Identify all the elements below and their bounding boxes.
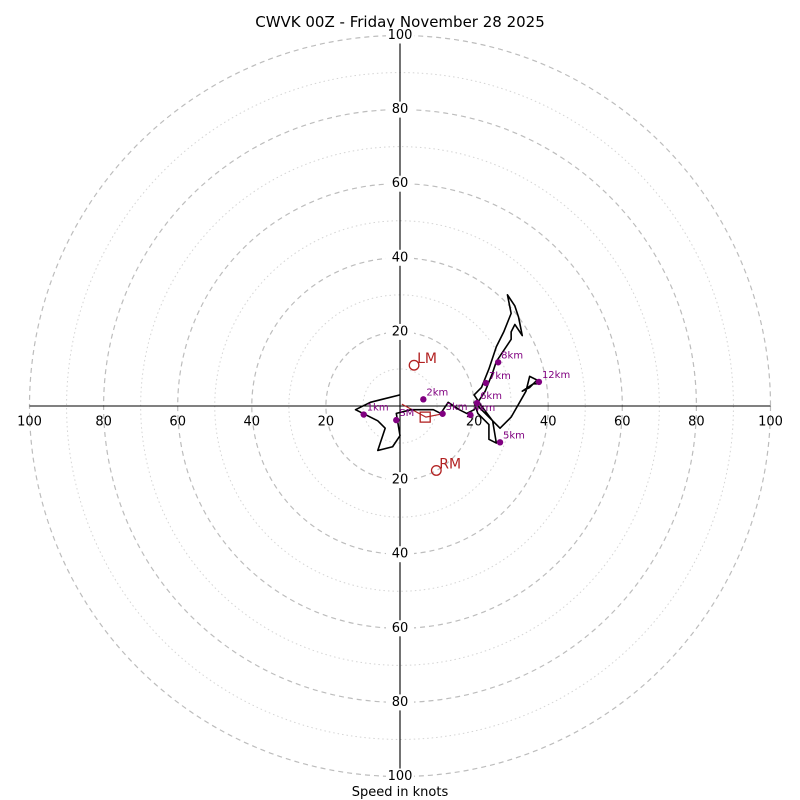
storm-relative-line bbox=[401, 403, 441, 418]
storm-motion-circle bbox=[408, 359, 420, 371]
height-marker-dot bbox=[496, 439, 504, 446]
height-marker-label: SM bbox=[399, 408, 414, 419]
y-tick-label-bg bbox=[386, 249, 414, 266]
height-marker-label: 5km bbox=[503, 430, 525, 441]
x-tick-label: 20 bbox=[466, 415, 483, 430]
y-tick-label: 60 bbox=[392, 176, 409, 191]
height-marker-dot bbox=[473, 399, 481, 407]
y-tick-label: 100 bbox=[388, 769, 413, 784]
y-tick-label: 40 bbox=[392, 547, 409, 562]
x-tick-label: 80 bbox=[95, 415, 112, 430]
hodograph-line bbox=[354, 294, 538, 452]
height-marker-label: 2km bbox=[426, 387, 448, 398]
y-tick-label-bg bbox=[386, 768, 414, 785]
height-marker-label: 3km bbox=[446, 402, 468, 413]
y-tick-label-bg bbox=[386, 546, 414, 563]
height-marker-label: 7km bbox=[489, 371, 511, 382]
x-tick-label: 20 bbox=[318, 415, 335, 430]
y-tick-label: 80 bbox=[392, 695, 409, 710]
height-marker-label: 4km bbox=[473, 403, 495, 414]
storm-motion-label: LM bbox=[417, 351, 437, 367]
tick-labels: 100 80 60 40 20 20 40 60 80 100 100 80 60 40 20 20 40 60 8… bbox=[17, 27, 783, 785]
height-marker-label: 8km bbox=[501, 350, 523, 361]
y-tick-label: 60 bbox=[392, 621, 409, 636]
y-tick-label-bg bbox=[386, 620, 414, 637]
x-axis-label: Speed in knots bbox=[352, 785, 449, 800]
y-tick-label: 40 bbox=[392, 250, 409, 265]
axes bbox=[29, 35, 771, 777]
height-marker-label: 1km bbox=[367, 403, 389, 414]
height-marker-dot bbox=[535, 378, 543, 386]
x-tick-label: 80 bbox=[688, 415, 705, 430]
height-marker-dot bbox=[420, 396, 427, 403]
height-marker-dot bbox=[360, 411, 367, 418]
y-tick-label-bg bbox=[386, 323, 414, 340]
height-marker-label: 12km bbox=[542, 370, 570, 381]
x-tick-label: 100 bbox=[758, 415, 783, 430]
height-marker-label: 6km bbox=[480, 391, 502, 402]
x-tick-label: 40 bbox=[540, 415, 557, 430]
x-tick-label: 60 bbox=[614, 415, 631, 430]
height-marker-dot bbox=[467, 411, 474, 419]
height-marker-dot bbox=[393, 416, 400, 424]
storm-motion-vector bbox=[401, 403, 441, 423]
y-tick-label-bg bbox=[386, 175, 414, 192]
storm-motion-circle bbox=[430, 465, 442, 476]
x-tick-label: 100 bbox=[17, 415, 42, 430]
hodograph-trace bbox=[354, 294, 538, 452]
y-tick-label-bg bbox=[386, 694, 414, 711]
storm-motion-markers: LM RM bbox=[408, 351, 461, 476]
x-tick-label: 40 bbox=[244, 415, 261, 430]
y-tick-label-bg bbox=[386, 27, 414, 44]
y-tick-label: 100 bbox=[388, 28, 413, 43]
height-marker-dot bbox=[482, 379, 490, 387]
y-tick-label: 20 bbox=[392, 324, 409, 339]
mean-wind-square bbox=[419, 411, 431, 423]
y-tick-label-bg bbox=[386, 101, 414, 118]
height-marker-dot bbox=[494, 359, 502, 366]
height-markers: 1km 2km 3km 4km 5km 6km 7km 8km 12km SM bbox=[360, 350, 570, 446]
chart-title: CWVK 00Z - Friday November 28 2025 bbox=[255, 13, 545, 31]
x-tick-label: 60 bbox=[169, 415, 186, 430]
height-marker-dot bbox=[439, 410, 446, 417]
y-tick-label-bg bbox=[386, 472, 414, 489]
y-tick-label: 80 bbox=[392, 102, 409, 117]
y-tick-label: 20 bbox=[392, 473, 409, 488]
storm-motion-label: RM bbox=[439, 456, 461, 472]
